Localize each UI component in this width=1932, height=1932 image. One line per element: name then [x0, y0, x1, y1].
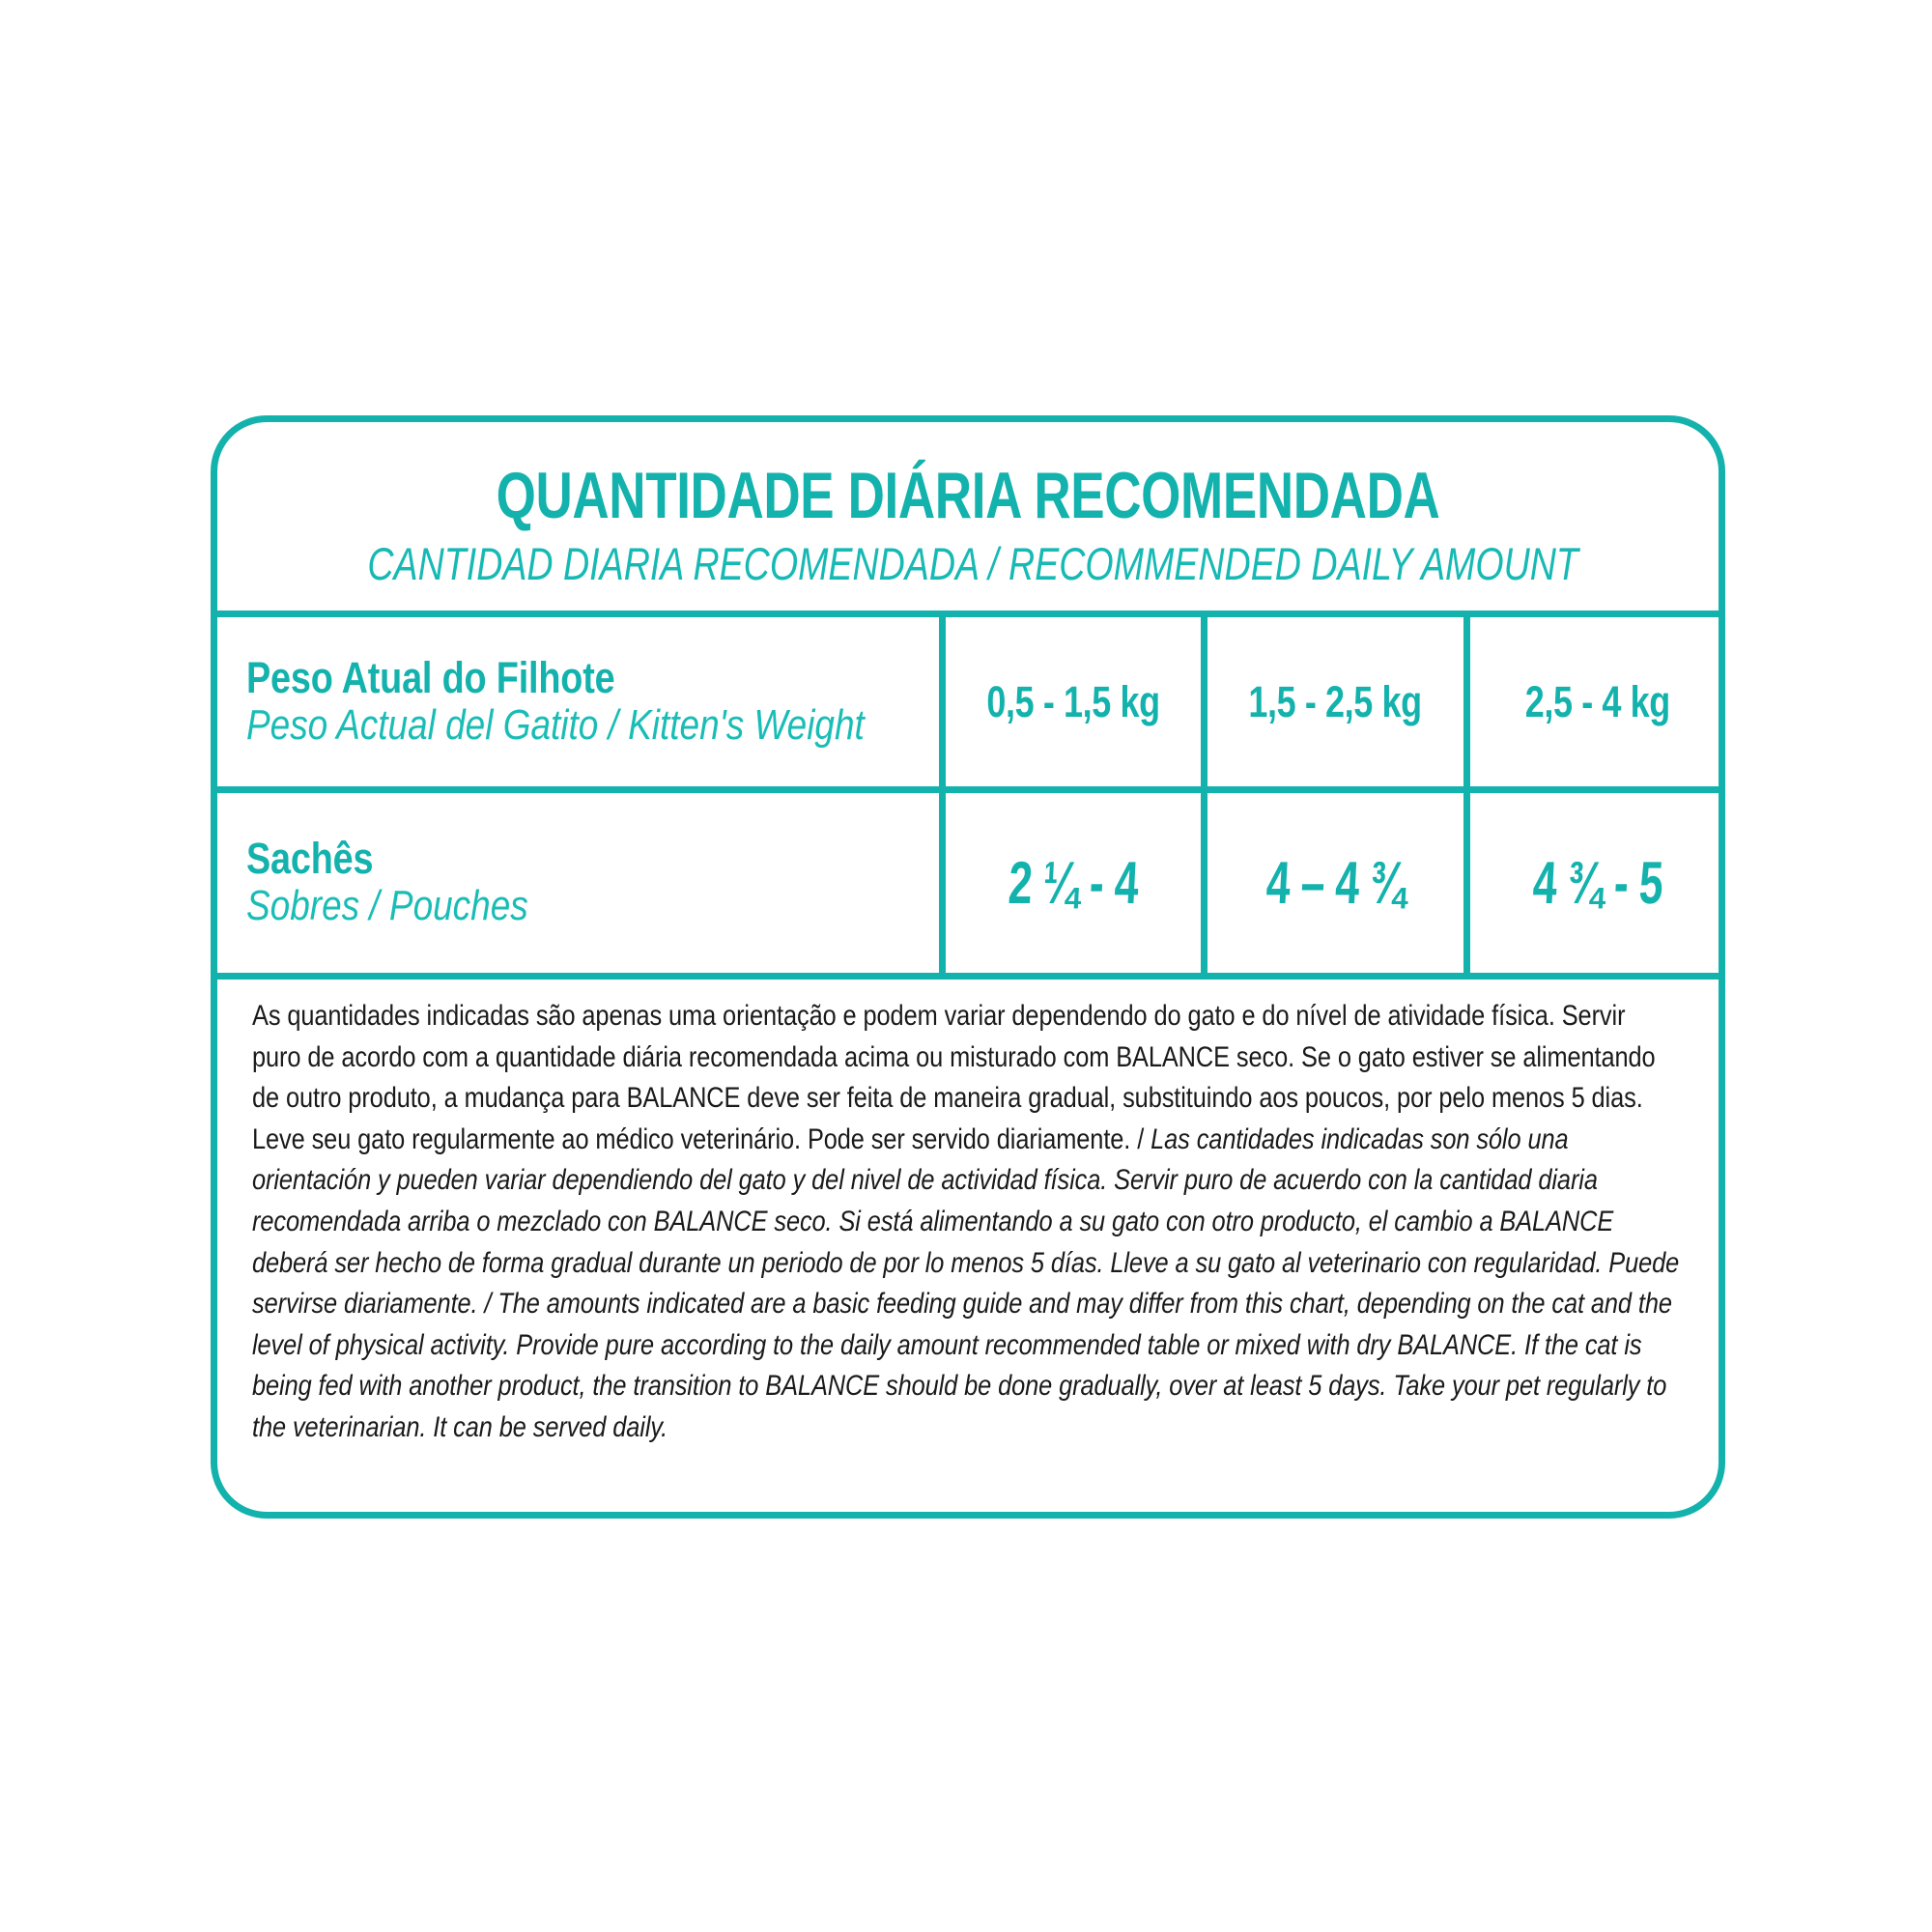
page-subtitle: CANTIDAD DIARIA RECOMENDADA / RECOMMENDE…: [367, 538, 1578, 590]
row-label-pt: Peso Atual do Filhote: [246, 652, 615, 702]
cell-value: 4 ¾ - 5: [1531, 849, 1664, 917]
cell-value: 0,5 - 1,5 kg: [986, 676, 1161, 726]
table-row-kitten-weight: Peso Atual do Filhote Peso Actual del Ga…: [211, 617, 1725, 786]
table-middle-rule: [211, 786, 1725, 793]
table-row-pouches: Sachês Sobres / Pouches 2 ¼ - 4 4 – 4 ¾ …: [211, 793, 1725, 973]
row-label-es-en: Sobres / Pouches: [246, 882, 528, 930]
feeding-table: Peso Atual do Filhote Peso Actual del Ga…: [211, 611, 1725, 980]
row-label-pt: Sachês: [246, 834, 374, 884]
footnote-paragraph: As quantidades indicadas são apenas uma …: [252, 996, 1680, 1449]
cell-value: 4 – 4 ¾: [1264, 849, 1407, 917]
cell-value: 2,5 - 4 kg: [1524, 676, 1670, 726]
footnote-text-pt: As quantidades indicadas são apenas uma …: [252, 1000, 1656, 1155]
row-label-es-en: Peso Actual del Gatito / Kitten's Weight: [246, 700, 865, 749]
recommended-daily-amount-panel: QUANTIDADE DIÁRIA RECOMENDADA CANTIDAD D…: [211, 415, 1725, 1519]
cell-pouches-col1: 2 ¼ - 4: [939, 793, 1201, 973]
cell-pouches-col2: 4 – 4 ¾: [1201, 793, 1463, 973]
panel-title-block: QUANTIDADE DIÁRIA RECOMENDADA CANTIDAD D…: [217, 422, 1719, 591]
cell-weight-col3: 2,5 - 4 kg: [1463, 617, 1725, 786]
row-label-kitten-weight: Peso Atual do Filhote Peso Actual del Ga…: [211, 617, 939, 786]
row-label-pouches: Sachês Sobres / Pouches: [211, 793, 939, 973]
feeding-footnote: As quantidades indicadas são apenas uma …: [217, 975, 1719, 1449]
footnote-text-en: The amounts indicated are a basic feedin…: [252, 1288, 1672, 1443]
page-title: QUANTIDADE DIÁRIA RECOMENDADA: [496, 459, 1440, 532]
cell-pouches-col3: 4 ¾ - 5: [1463, 793, 1725, 973]
cell-weight-col2: 1,5 - 2,5 kg: [1201, 617, 1463, 786]
footnote-text-es: Las cantidades indicadas son sólo una or…: [252, 1122, 1680, 1321]
cell-weight-col1: 0,5 - 1,5 kg: [939, 617, 1201, 786]
table-top-rule: [211, 611, 1725, 617]
cell-value: 1,5 - 2,5 kg: [1248, 676, 1423, 726]
table-bottom-rule: [211, 973, 1725, 980]
cell-value: 2 ¼ - 4: [1007, 849, 1140, 917]
